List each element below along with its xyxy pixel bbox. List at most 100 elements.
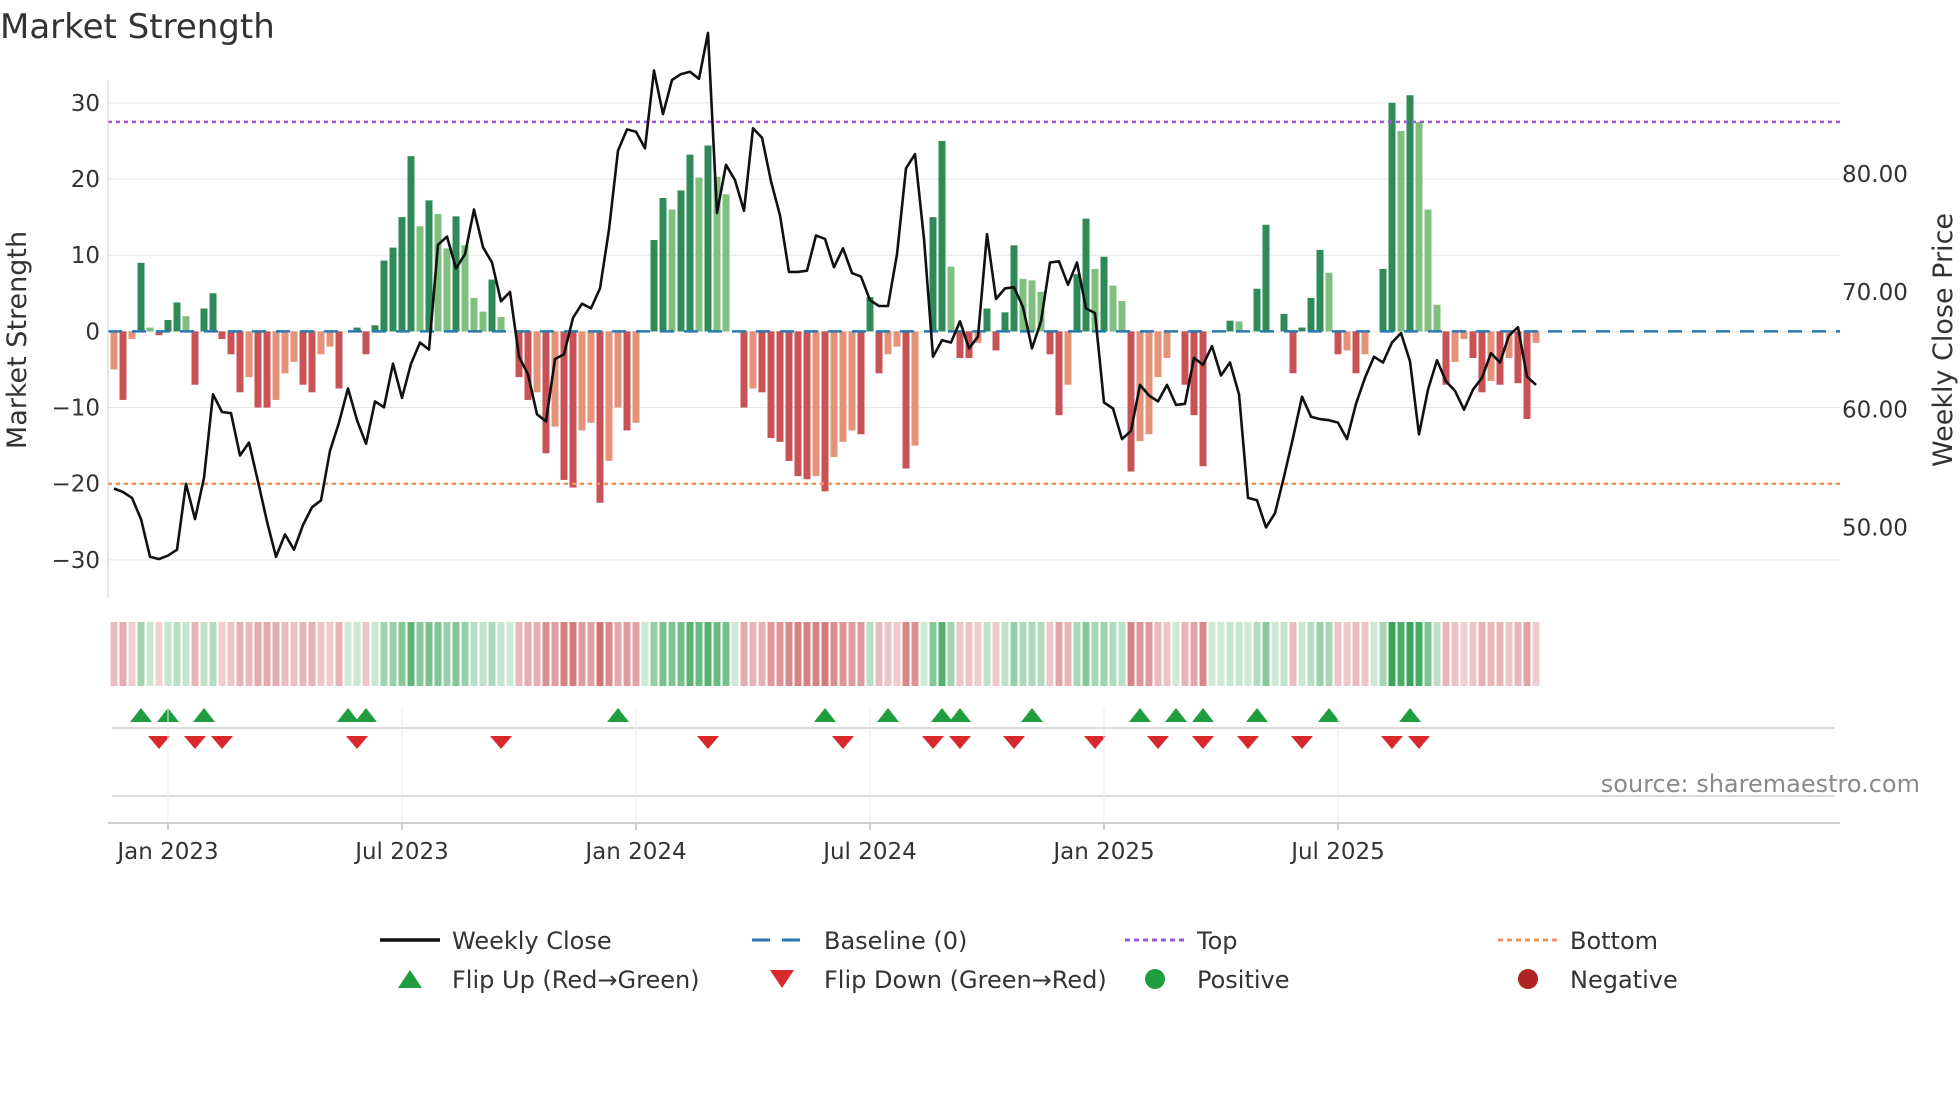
flip-up-marker-4 xyxy=(355,708,377,722)
heat-cell-89 xyxy=(911,622,919,686)
flip-down-marker-10 xyxy=(1084,736,1106,749)
strength-bar-6 xyxy=(164,319,172,332)
legend-swatch-flip_up xyxy=(398,970,422,988)
x-axis: Jan 2023 Jul 2023 Jan 2024 Jul 2024 Jan 2025… xyxy=(108,708,1840,865)
heat-cell-157 xyxy=(1523,622,1531,686)
y-tick-right-1: 70.00 xyxy=(1842,280,1908,306)
strength-bar-82 xyxy=(848,331,856,431)
flip-down-marker-3 xyxy=(346,736,368,749)
strength-bar-61 xyxy=(659,198,667,332)
strength-bar-11 xyxy=(209,293,217,332)
heat-cell-114 xyxy=(1136,622,1144,686)
strength-heat-strip xyxy=(110,622,1540,686)
heat-cell-32 xyxy=(398,622,406,686)
x-tick-label-2: Jan 2024 xyxy=(583,839,686,865)
strength-bar-104 xyxy=(1046,331,1054,355)
legend-item-flip_down: Flip Down (Green→Red) xyxy=(770,966,1107,994)
y-axis-label-right: Weekly Close Price xyxy=(1928,213,1959,467)
y-axis-label-left: Market Strength xyxy=(2,231,33,449)
heat-cell-72 xyxy=(758,622,766,686)
heat-cell-86 xyxy=(884,622,892,686)
strength-bar-52 xyxy=(578,331,586,431)
strength-bar-91 xyxy=(929,217,937,332)
heat-cell-62 xyxy=(668,622,676,686)
strength-bar-92 xyxy=(938,140,946,332)
flip-up-marker-3 xyxy=(337,708,359,722)
strength-bar-136 xyxy=(1334,331,1342,355)
heat-cell-18 xyxy=(272,622,280,686)
heat-cell-81 xyxy=(839,622,847,686)
heat-cell-2 xyxy=(128,622,136,686)
heat-cell-57 xyxy=(623,622,631,686)
heat-cell-79 xyxy=(821,622,829,686)
heat-cell-121 xyxy=(1199,622,1207,686)
strength-bar-50 xyxy=(560,331,568,480)
heat-cell-85 xyxy=(875,622,883,686)
heat-cell-1 xyxy=(119,622,127,686)
heat-cell-67 xyxy=(713,622,721,686)
heat-cell-152 xyxy=(1478,622,1486,686)
y-tick-left-4: −10 xyxy=(51,396,100,422)
legend-swatch-positive xyxy=(1145,969,1165,989)
legend-label-flip_down: Flip Down (Green→Red) xyxy=(824,966,1107,994)
y-tick-left-1: 20 xyxy=(71,167,100,193)
strength-bar-12 xyxy=(218,331,226,339)
heat-cell-120 xyxy=(1190,622,1198,686)
heat-cell-0 xyxy=(110,622,118,686)
legend-item-positive: Positive xyxy=(1145,966,1290,994)
strength-bar-58 xyxy=(632,331,640,423)
legend-label-flip_up: Flip Up (Red→Green) xyxy=(452,966,700,994)
heat-cell-58 xyxy=(632,622,640,686)
legend-swatch-flip_down xyxy=(770,970,794,988)
heat-cell-35 xyxy=(425,622,433,686)
flip-up-marker-12 xyxy=(1165,708,1187,722)
heat-cell-153 xyxy=(1487,622,1495,686)
y-tick-right-0: 80.00 xyxy=(1842,162,1908,188)
strength-bar-65 xyxy=(695,177,703,332)
strength-bar-32 xyxy=(398,217,406,332)
flip-down-marker-6 xyxy=(832,736,854,749)
strength-bar-141 xyxy=(1379,268,1387,332)
strength-bar-29 xyxy=(371,325,379,332)
heat-cell-119 xyxy=(1181,622,1189,686)
heat-cell-133 xyxy=(1307,622,1315,686)
strength-bar-102 xyxy=(1028,280,1036,332)
strength-bar-77 xyxy=(803,331,811,480)
strength-bar-111 xyxy=(1109,285,1117,332)
legend-swatch-negative xyxy=(1518,969,1538,989)
strength-bar-146 xyxy=(1424,209,1432,332)
heat-cell-118 xyxy=(1172,622,1180,686)
heat-cell-38 xyxy=(452,622,460,686)
heat-cell-131 xyxy=(1289,622,1297,686)
strength-bar-48 xyxy=(542,331,550,454)
heat-cell-66 xyxy=(704,622,712,686)
flip-down-marker-13 xyxy=(1237,736,1259,749)
heat-cell-155 xyxy=(1505,622,1513,686)
heat-cell-17 xyxy=(263,622,271,686)
heat-cell-92 xyxy=(938,622,946,686)
heat-cell-76 xyxy=(794,622,802,686)
flip-up-marker-15 xyxy=(1318,708,1340,722)
strength-bar-119 xyxy=(1181,331,1189,385)
heat-cell-28 xyxy=(362,622,370,686)
heat-cell-125 xyxy=(1235,622,1243,686)
heat-cell-55 xyxy=(605,622,613,686)
heat-cell-45 xyxy=(515,622,523,686)
y-tick-right-2: 60.00 xyxy=(1842,398,1908,424)
heat-cell-132 xyxy=(1298,622,1306,686)
heat-cell-30 xyxy=(380,622,388,686)
heat-cell-95 xyxy=(965,622,973,686)
flip-markers xyxy=(112,708,1835,749)
heat-cell-44 xyxy=(506,622,514,686)
heat-cell-136 xyxy=(1334,622,1342,686)
strength-bar-66 xyxy=(704,145,712,332)
heat-cell-3 xyxy=(137,622,145,686)
heat-cell-148 xyxy=(1442,622,1450,686)
strength-bar-107 xyxy=(1073,274,1081,332)
strength-bar-154 xyxy=(1496,331,1504,385)
strength-bar-34 xyxy=(416,226,424,332)
heat-cell-46 xyxy=(524,622,532,686)
legend-item-top: Top xyxy=(1125,927,1238,955)
strength-bar-17 xyxy=(263,331,271,408)
strength-bar-128 xyxy=(1262,224,1270,332)
